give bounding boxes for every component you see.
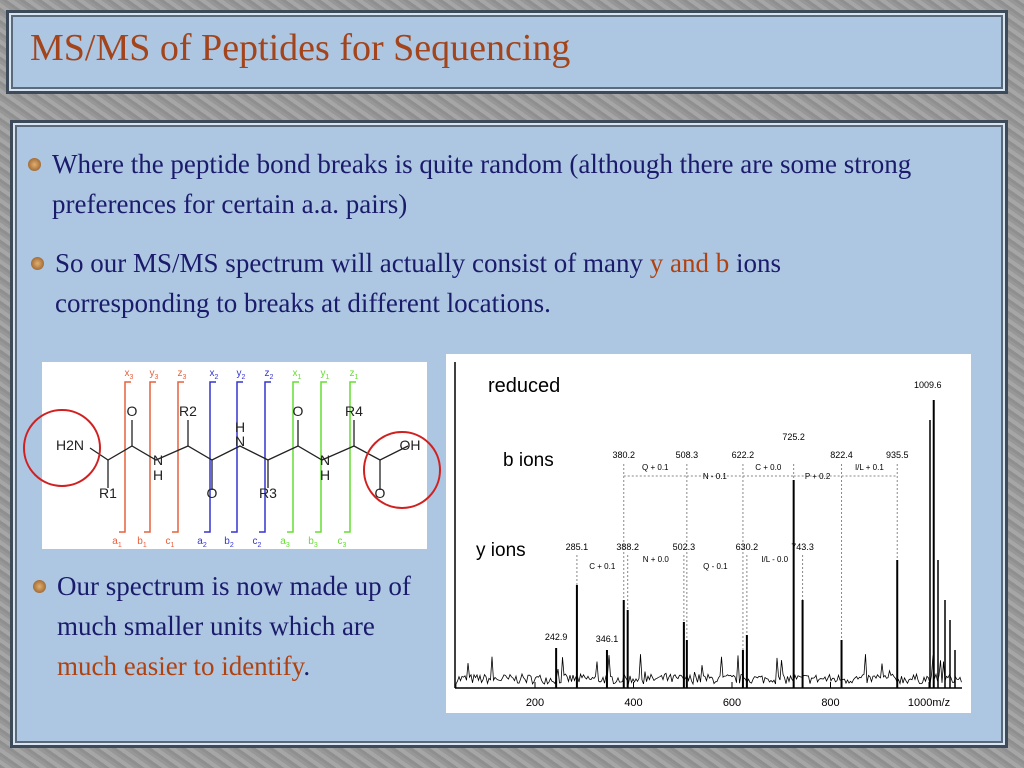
ion-label: y3: [150, 368, 159, 381]
spectrum-panel: [446, 354, 971, 713]
ion-label: x2: [210, 368, 219, 381]
series-label: b ions: [503, 450, 554, 471]
ion-label: a2: [197, 536, 207, 549]
cleavage-bracket: [119, 381, 131, 533]
spectrum: 200 400 600 800 1000m/z 380.2 508.3 622.2 725.2 8…: [454, 362, 962, 709]
bullet: Our spectrum is now made up of much smal…: [33, 566, 427, 686]
cleavage-bracket: [344, 381, 356, 533]
ion-label: a1: [112, 536, 122, 549]
text-segment: y and b: [649, 248, 730, 278]
ion-label: z2: [265, 368, 274, 381]
mass-difference: C + 0.1: [589, 562, 616, 571]
ion-label: c3: [338, 536, 347, 549]
highlight-circle: [23, 409, 101, 487]
ion-label: x3: [125, 368, 134, 381]
noise: [455, 654, 962, 688]
atom: R3: [259, 485, 277, 501]
mass-difference: I/L - 0.0: [761, 555, 788, 564]
atom: N: [320, 452, 330, 468]
cleavage-bracket: [172, 381, 184, 533]
atom: H2N: [56, 437, 84, 453]
title-box: [6, 10, 1008, 94]
mass-difference: C + 0.0: [755, 463, 782, 472]
ion-label: y2: [237, 368, 246, 381]
cleavage-bracket: [259, 381, 271, 533]
tick-label: 1000m/z: [908, 697, 950, 709]
peak-label: 346.1: [596, 634, 619, 644]
peptide-diagram: x3 a1 y3 b1 z3 c1 x2 a2 y2 b2 z2 c2 x1 a3 y1 b3 z1 c3 H2N R…: [23, 368, 441, 549]
highlight-circle: [363, 431, 441, 509]
mass-difference: I/L + 0.1: [855, 463, 884, 472]
atom: OH: [400, 437, 421, 453]
cleavage-bracket: [204, 381, 216, 533]
peak-label: 285.1: [566, 542, 589, 552]
peak-label: 1009.6: [914, 380, 942, 390]
ion-label: c1: [166, 536, 175, 549]
tick-label: 400: [624, 697, 642, 709]
peak-label: 630.2: [736, 542, 759, 552]
atom: O: [127, 403, 138, 419]
mass-difference: N - 0.1: [703, 472, 728, 481]
peak-label: 725.2: [782, 432, 805, 442]
slide-title: MS/MS of Peptides for Sequencing: [30, 27, 571, 69]
text-segment: Our spectrum is now made up of much smal…: [57, 571, 411, 641]
peak-label: 743.3: [791, 542, 814, 552]
ion-label: b3: [308, 536, 318, 549]
tick-label: 600: [723, 697, 741, 709]
tick-label: 800: [821, 697, 839, 709]
atom: N: [235, 433, 245, 449]
text-segment: .: [303, 651, 311, 681]
atom: N: [153, 452, 163, 468]
peak-label: 508.3: [676, 450, 699, 460]
ion-label: c2: [253, 536, 262, 549]
peak-label: 380.2: [612, 450, 635, 460]
peptide-panel: [42, 362, 427, 549]
bullet: Where the peptide bond breaks is quite r…: [28, 144, 932, 224]
atom: H: [235, 419, 245, 435]
atom: O: [207, 485, 218, 501]
ion-label: z3: [178, 368, 187, 381]
atom: R1: [99, 485, 117, 501]
peak-label: 622.2: [732, 450, 755, 460]
mass-difference: Q + 0.1: [642, 463, 669, 472]
atom: R2: [179, 403, 197, 419]
tick-label: 200: [526, 697, 544, 709]
text-segment: Where the peptide bond breaks is quite r…: [52, 149, 912, 219]
ion-label: a3: [280, 536, 290, 549]
ion-label: y1: [321, 368, 330, 381]
ion-label: b1: [137, 536, 147, 549]
series-label: y ions: [476, 540, 526, 561]
ion-label: b2: [224, 536, 234, 549]
atom: R4: [345, 403, 363, 419]
text-segment: ions corresponding to breaks at differen…: [55, 248, 781, 318]
atom: O: [375, 485, 386, 501]
atom: H: [153, 467, 163, 483]
ion-label: z1: [350, 368, 359, 381]
bullet: So our MS/MS spectrum will actually cons…: [31, 243, 935, 323]
ion-label: x1: [293, 368, 302, 381]
cleavage-bracket: [231, 381, 243, 533]
spectrum-heading: reduced: [488, 375, 560, 397]
text-segment: much easier to identify: [57, 651, 304, 681]
peak-label: 242.9: [545, 632, 568, 642]
mass-difference: P + 0.2: [805, 472, 831, 481]
peak-label: 388.2: [616, 542, 639, 552]
text-segment: So our MS/MS spectrum will actually cons…: [55, 248, 650, 278]
peak-label: 822.4: [830, 450, 853, 460]
cleavage-bracket: [315, 381, 327, 533]
mass-difference: Q - 0.1: [703, 562, 728, 571]
atom: H: [320, 467, 330, 483]
peak-label: 502.3: [673, 542, 696, 552]
atom: O: [293, 403, 304, 419]
mass-difference: N + 0.0: [643, 555, 670, 564]
peak-label: 935.5: [886, 450, 909, 460]
cleavage-bracket: [287, 381, 299, 533]
